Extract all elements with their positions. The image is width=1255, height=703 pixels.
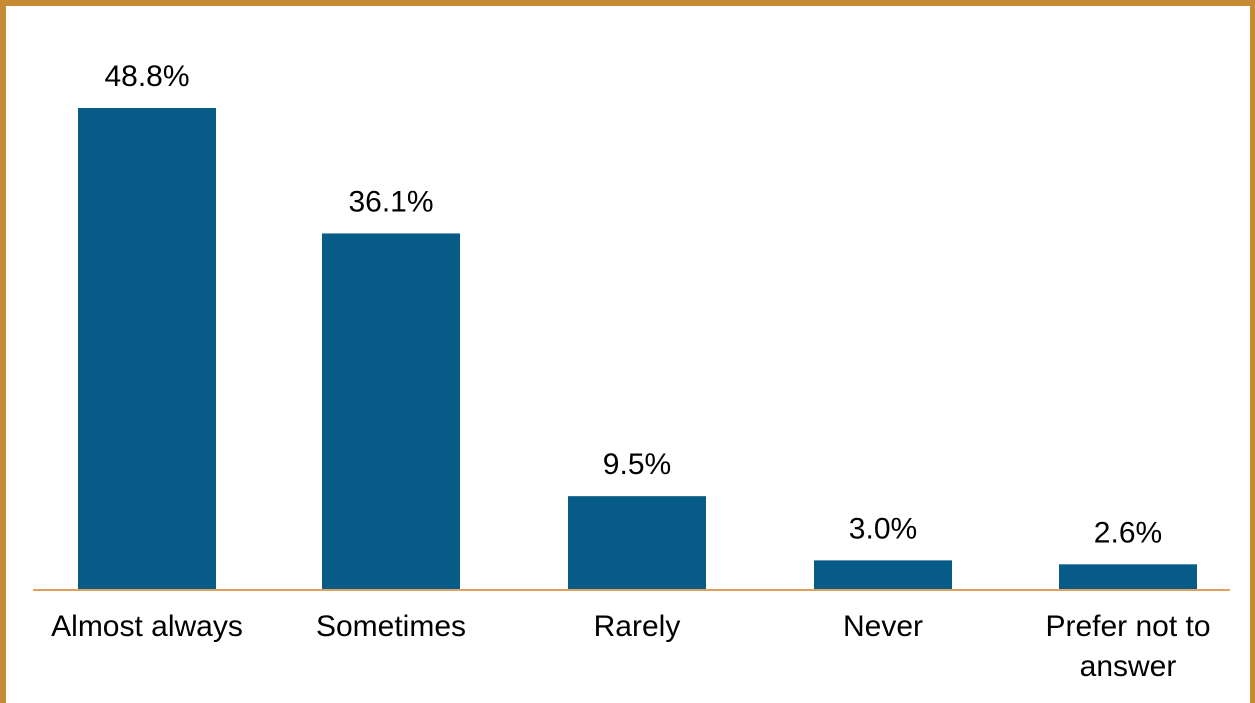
bars-group [78, 108, 1197, 590]
value-label-2: 9.5% [603, 448, 671, 481]
bar-1 [322, 233, 460, 590]
labels-group: 48.8% Almost always 36.1% Sometimes 9.5% Rare… [51, 60, 1210, 683]
category-label-1: Sometimes [316, 610, 466, 643]
bar-4 [1059, 564, 1197, 590]
bar-2 [568, 496, 706, 590]
value-label-1: 36.1% [348, 185, 433, 218]
value-label-3: 3.0% [849, 512, 917, 545]
bar-0 [78, 108, 216, 590]
value-label-4: 2.6% [1094, 516, 1162, 549]
bar-3 [814, 560, 952, 590]
value-label-0: 48.8% [104, 60, 189, 93]
category-label-4-line-0: Prefer not to [1045, 610, 1210, 643]
category-label-3: Never [843, 610, 923, 643]
category-label-4-line-1: answer [1080, 650, 1177, 683]
category-label-2: Rarely [594, 610, 681, 643]
category-label-0: Almost always [51, 610, 243, 643]
